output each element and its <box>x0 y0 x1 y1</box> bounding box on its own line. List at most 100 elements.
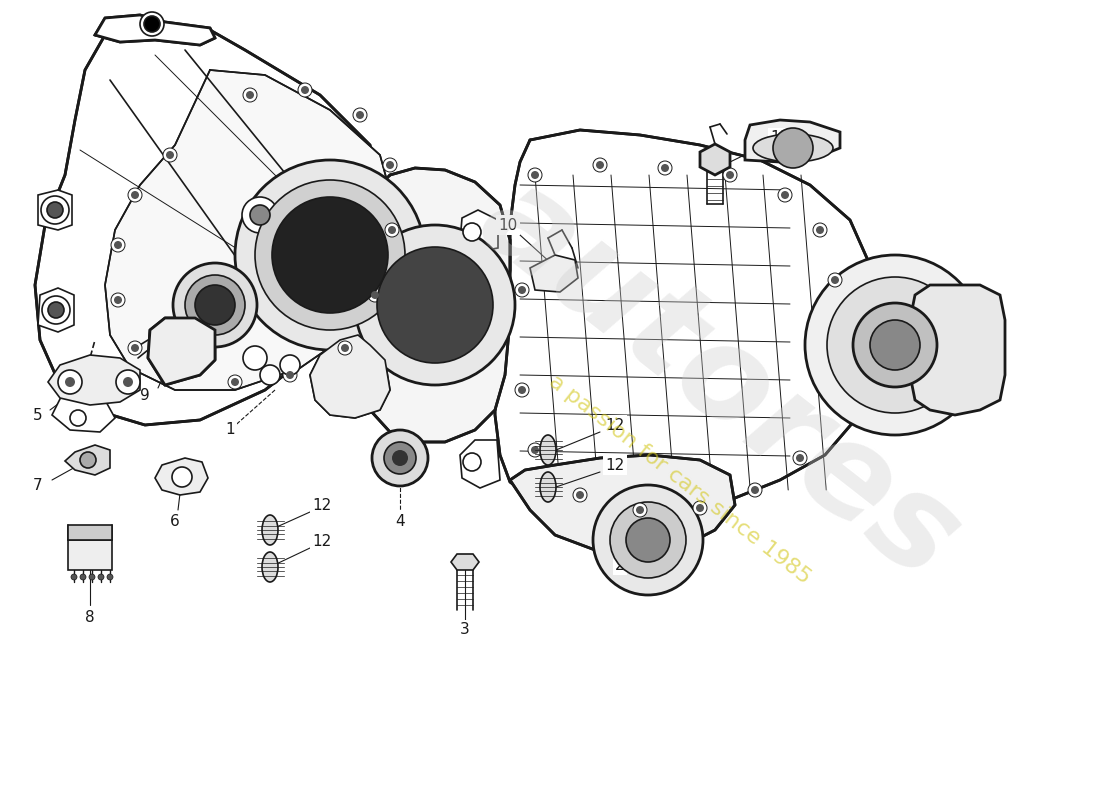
Circle shape <box>723 168 737 182</box>
Circle shape <box>272 197 388 313</box>
Circle shape <box>166 151 174 159</box>
Circle shape <box>610 502 686 578</box>
Circle shape <box>243 346 267 370</box>
Circle shape <box>388 226 396 234</box>
Circle shape <box>231 378 239 386</box>
Polygon shape <box>510 455 735 555</box>
Polygon shape <box>48 355 140 405</box>
Circle shape <box>852 303 937 387</box>
Circle shape <box>383 158 397 172</box>
Circle shape <box>830 276 839 284</box>
Circle shape <box>168 368 182 382</box>
Text: 12: 12 <box>312 534 331 550</box>
Circle shape <box>778 188 792 202</box>
Text: 5: 5 <box>33 407 43 422</box>
Polygon shape <box>65 445 110 475</box>
Polygon shape <box>104 70 395 390</box>
Circle shape <box>260 365 280 385</box>
Circle shape <box>518 286 526 294</box>
Text: 8: 8 <box>85 610 95 626</box>
Polygon shape <box>155 458 208 495</box>
Polygon shape <box>148 318 214 385</box>
Polygon shape <box>700 144 730 175</box>
Circle shape <box>123 377 133 387</box>
Circle shape <box>827 277 962 413</box>
Circle shape <box>368 288 382 302</box>
Circle shape <box>111 293 125 307</box>
Ellipse shape <box>540 472 556 502</box>
Circle shape <box>773 128 813 168</box>
Circle shape <box>661 164 669 172</box>
Circle shape <box>195 285 235 325</box>
Circle shape <box>377 247 493 363</box>
Circle shape <box>353 108 367 122</box>
Circle shape <box>286 371 294 379</box>
Circle shape <box>593 158 607 172</box>
Circle shape <box>781 191 789 199</box>
Ellipse shape <box>262 515 278 545</box>
Circle shape <box>128 188 142 202</box>
Circle shape <box>518 386 526 394</box>
Circle shape <box>726 171 734 179</box>
Circle shape <box>48 302 64 318</box>
Circle shape <box>250 205 270 225</box>
Ellipse shape <box>754 134 833 162</box>
Circle shape <box>515 283 529 297</box>
Polygon shape <box>52 395 116 432</box>
Circle shape <box>748 483 762 497</box>
Circle shape <box>65 377 75 387</box>
Circle shape <box>131 191 139 199</box>
Circle shape <box>828 273 842 287</box>
Circle shape <box>283 368 297 382</box>
Circle shape <box>355 225 515 385</box>
Circle shape <box>658 161 672 175</box>
Circle shape <box>228 375 242 389</box>
Circle shape <box>255 180 405 330</box>
Circle shape <box>870 320 920 370</box>
Text: 12: 12 <box>605 418 625 433</box>
Circle shape <box>58 370 82 394</box>
Circle shape <box>463 453 481 471</box>
Circle shape <box>696 504 704 512</box>
Text: a passion for cars since 1985: a passion for cars since 1985 <box>546 372 815 588</box>
Circle shape <box>235 160 425 350</box>
Text: autores: autores <box>456 154 983 606</box>
Circle shape <box>384 442 416 474</box>
Circle shape <box>114 296 122 304</box>
Circle shape <box>576 491 584 499</box>
Circle shape <box>528 168 542 182</box>
Circle shape <box>72 574 77 580</box>
Circle shape <box>89 574 95 580</box>
Circle shape <box>116 370 140 394</box>
Circle shape <box>531 171 539 179</box>
Circle shape <box>173 263 257 347</box>
Circle shape <box>392 450 408 466</box>
Circle shape <box>371 291 380 299</box>
Polygon shape <box>68 540 112 570</box>
Text: 12: 12 <box>605 458 625 473</box>
Text: 3: 3 <box>460 622 470 638</box>
Polygon shape <box>39 190 72 230</box>
Circle shape <box>172 467 192 487</box>
Text: 10: 10 <box>498 218 518 233</box>
Polygon shape <box>451 554 478 570</box>
Circle shape <box>242 197 278 233</box>
Polygon shape <box>745 120 840 162</box>
Circle shape <box>793 451 807 465</box>
Text: 4: 4 <box>395 514 405 530</box>
Circle shape <box>356 111 364 119</box>
Circle shape <box>301 86 309 94</box>
Circle shape <box>338 341 352 355</box>
Polygon shape <box>530 255 578 292</box>
Polygon shape <box>68 525 112 540</box>
Text: 9: 9 <box>140 387 150 402</box>
Text: 12: 12 <box>312 498 331 513</box>
Polygon shape <box>39 288 74 332</box>
Circle shape <box>243 88 257 102</box>
Circle shape <box>80 452 96 468</box>
Circle shape <box>170 371 179 379</box>
Circle shape <box>163 148 177 162</box>
Circle shape <box>796 454 804 462</box>
Circle shape <box>41 196 69 224</box>
Circle shape <box>805 255 984 435</box>
